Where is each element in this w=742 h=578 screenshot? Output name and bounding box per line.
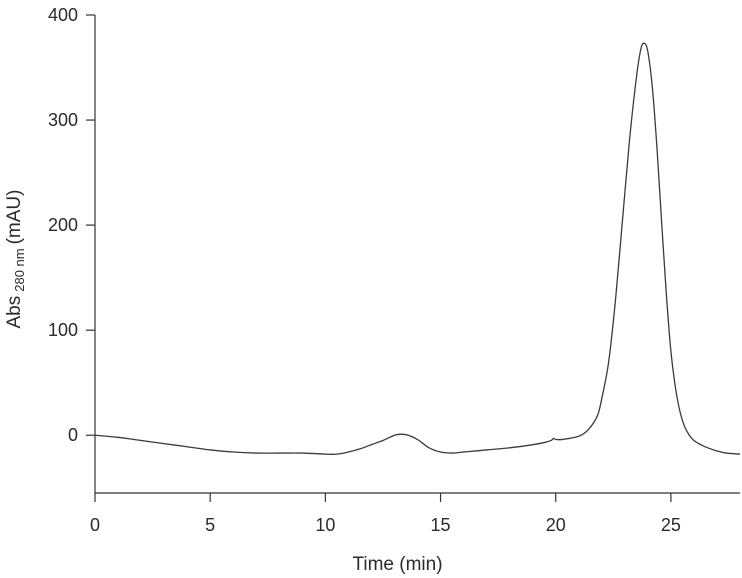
y-axis: 0 100 200 300 400: [48, 5, 95, 493]
y-tick-label: 300: [48, 110, 78, 130]
y-tick-label: 100: [48, 320, 78, 340]
y-axis-label-main: Abs: [4, 296, 25, 329]
x-tick-label: 5: [205, 515, 215, 535]
absorbance-trace: [95, 43, 740, 454]
y-tick-label: 0: [68, 425, 78, 445]
x-tick-label: 0: [90, 515, 100, 535]
x-tick-label: 20: [546, 515, 566, 535]
x-axis-label: Time (min): [352, 554, 442, 575]
x-tick-label: 25: [661, 515, 681, 535]
x-axis: 0 5 10 15 20 25: [90, 493, 740, 535]
y-axis-label: Abs 280 nm (mAU): [4, 189, 27, 328]
y-tick-label: 400: [48, 5, 78, 25]
x-tick-label: 15: [431, 515, 451, 535]
y-tick-label: 200: [48, 215, 78, 235]
y-axis-label-unit: (mAU): [4, 189, 25, 244]
y-axis-label-subscript: 280 nm: [12, 248, 27, 291]
x-tick-label: 10: [315, 515, 335, 535]
